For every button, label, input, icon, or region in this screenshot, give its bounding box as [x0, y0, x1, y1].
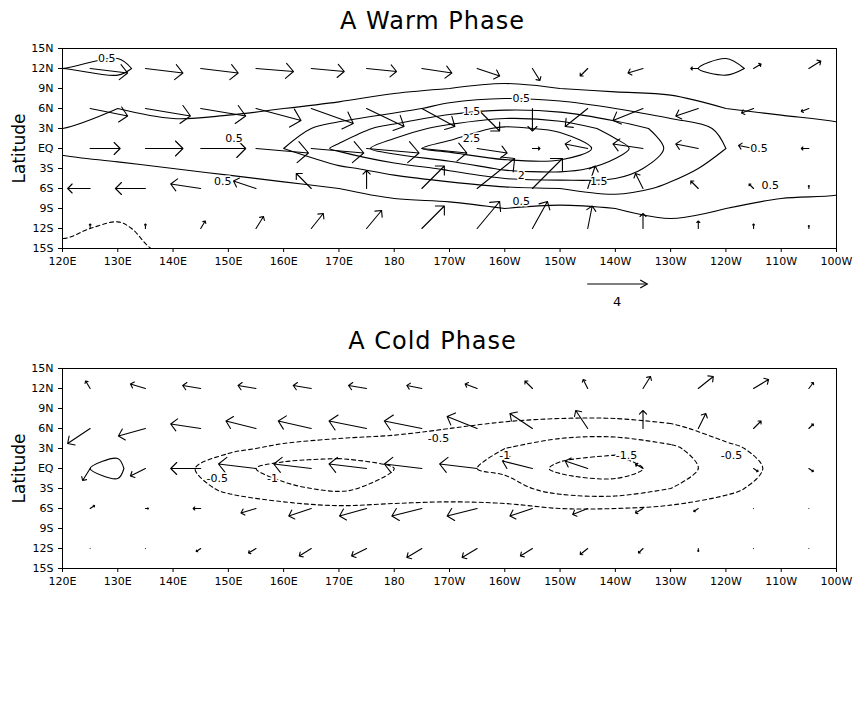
svg-text:170E: 170E	[325, 255, 353, 268]
svg-text:100W: 100W	[821, 255, 853, 268]
svg-text:3N: 3N	[38, 122, 53, 135]
svg-text:3S: 3S	[40, 162, 54, 175]
svg-text:170E: 170E	[325, 575, 353, 588]
svg-text:-0.5: -0.5	[207, 472, 228, 485]
svg-text:9N: 9N	[38, 402, 53, 415]
svg-text:1.5: 1.5	[463, 105, 481, 118]
svg-text:120E: 120E	[49, 575, 77, 588]
svg-text:12N: 12N	[31, 382, 53, 395]
svg-text:180: 180	[384, 575, 405, 588]
svg-text:-1: -1	[499, 449, 510, 462]
svg-text:0.5: 0.5	[98, 52, 116, 65]
svg-text:6N: 6N	[38, 422, 53, 435]
svg-text:130E: 130E	[104, 255, 132, 268]
svg-text:6S: 6S	[40, 502, 54, 515]
svg-text:150E: 150E	[214, 575, 242, 588]
svg-text:Latitude: Latitude	[9, 114, 29, 184]
svg-text:-0.5: -0.5	[721, 449, 742, 462]
svg-text:180: 180	[384, 255, 405, 268]
svg-text:9N: 9N	[38, 82, 53, 95]
svg-text:2.5: 2.5	[463, 132, 481, 145]
html-text:A Cold Phase: A Cold Phase	[348, 327, 517, 355]
svg-text:0.5: 0.5	[513, 195, 531, 208]
svg-text:110W: 110W	[765, 575, 797, 588]
svg-text:160E: 160E	[270, 575, 298, 588]
svg-text:170W: 170W	[434, 575, 466, 588]
svg-text:140E: 140E	[159, 255, 187, 268]
svg-text:140W: 140W	[599, 575, 631, 588]
svg-text:15N: 15N	[31, 362, 53, 375]
svg-text:12S: 12S	[33, 542, 54, 555]
svg-text:140E: 140E	[159, 575, 187, 588]
svg-text:15S: 15S	[33, 562, 54, 575]
svg-text:6S: 6S	[40, 182, 54, 195]
svg-text:130W: 130W	[655, 575, 687, 588]
svg-text:-1.5: -1.5	[616, 449, 637, 462]
svg-text:110W: 110W	[765, 255, 797, 268]
svg-text:140W: 140W	[599, 255, 631, 268]
svg-text:12S: 12S	[33, 222, 54, 235]
svg-text:3S: 3S	[40, 482, 54, 495]
svg-text:3N: 3N	[38, 442, 53, 455]
svg-text:120E: 120E	[49, 255, 77, 268]
svg-text:15N: 15N	[31, 42, 53, 55]
svg-text:160W: 160W	[489, 575, 521, 588]
svg-text:120W: 120W	[710, 255, 742, 268]
svg-text:12N: 12N	[31, 62, 53, 75]
svg-text:150W: 150W	[544, 255, 576, 268]
svg-text:0.5: 0.5	[761, 179, 779, 192]
svg-text:130W: 130W	[655, 255, 687, 268]
svg-text:6N: 6N	[38, 102, 53, 115]
svg-text:120W: 120W	[710, 575, 742, 588]
svg-text:130E: 130E	[104, 575, 132, 588]
svg-text:EQ: EQ	[38, 142, 54, 155]
svg-text:Latitude: Latitude	[9, 434, 29, 504]
svg-text:100W: 100W	[821, 575, 853, 588]
svg-text:160E: 160E	[270, 255, 298, 268]
svg-text:EQ: EQ	[38, 462, 54, 475]
svg-text:160W: 160W	[489, 255, 521, 268]
svg-text:0.5: 0.5	[750, 142, 768, 155]
svg-text:0.5: 0.5	[214, 175, 232, 188]
svg-text:15S: 15S	[33, 242, 54, 255]
svg-text:9S: 9S	[40, 522, 54, 535]
svg-text:9S: 9S	[40, 202, 54, 215]
svg-text:-0.5: -0.5	[428, 432, 449, 445]
svg-text:-1: -1	[267, 472, 278, 485]
svg-text:150W: 150W	[544, 575, 576, 588]
svg-text:170W: 170W	[434, 255, 466, 268]
svg-text:1.5: 1.5	[590, 175, 608, 188]
html-text:A Warm Phase: A Warm Phase	[340, 7, 525, 35]
svg-text:2: 2	[518, 169, 525, 182]
svg-text:0.5: 0.5	[513, 92, 531, 105]
svg-text:0.5: 0.5	[225, 132, 243, 145]
svg-text:150E: 150E	[214, 255, 242, 268]
svg-text:4: 4	[613, 294, 621, 309]
